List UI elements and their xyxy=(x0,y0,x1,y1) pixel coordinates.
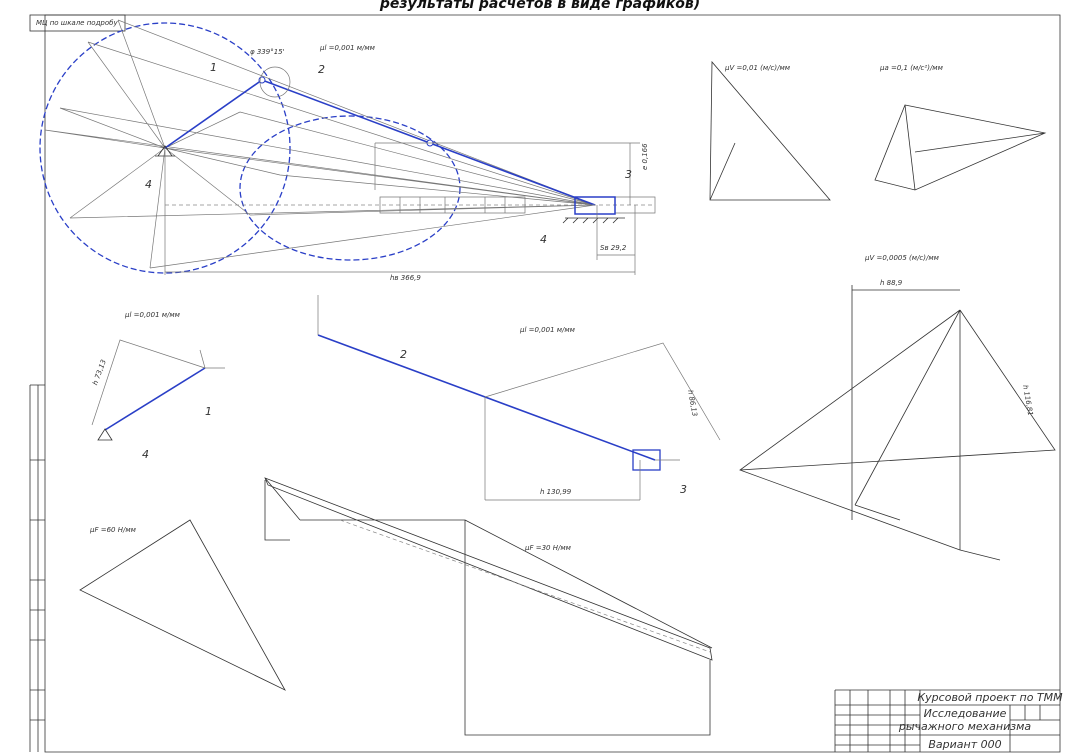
link-label: 1 xyxy=(205,405,212,418)
scale-label: μa =0,1 (м/с²)/мм xyxy=(879,64,944,72)
travel-label: Sв 29,2 xyxy=(600,244,627,252)
arm-label: h 88,9 xyxy=(880,279,903,287)
work-title: Исследование xyxy=(924,707,1007,720)
scale-label: μV =0,0005 (м/с)/мм xyxy=(864,254,940,262)
scale-label: μV =0,01 (м/с)/мм xyxy=(724,64,791,72)
angle-label: φ 339°15' xyxy=(250,48,285,56)
link-label: 2 xyxy=(400,348,407,361)
stamp-text: МЦ по шкале подробу xyxy=(36,19,118,27)
link-label: 4 xyxy=(142,448,149,461)
project-title: Курсовой проект по ТММ xyxy=(917,691,1063,704)
scale-label: μl =0,001 м/мм xyxy=(319,44,376,52)
scale-label: μl =0,001 м/мм xyxy=(519,326,576,334)
scale-label: μF =30 Н/мм xyxy=(524,544,572,552)
sheet-caption: результаты расчетов в виде графиков) xyxy=(379,0,700,12)
work-title: рычажного механизма xyxy=(898,720,1032,733)
link-label: 2 xyxy=(318,63,325,76)
link-label: 3 xyxy=(680,483,687,496)
link-label: 4 xyxy=(540,233,547,246)
link-label: 4 xyxy=(145,178,152,191)
link-label: 1 xyxy=(210,61,217,74)
scale-label: μF =60 Н/мм xyxy=(89,526,137,534)
scale-label: μl =0,001 м/мм xyxy=(124,311,181,319)
offset-label: e 0,166 xyxy=(641,143,649,170)
drawing-sheet: результаты расчетов в виде графиков) МЦ … xyxy=(0,0,1065,755)
arm-label: h 130,99 xyxy=(540,488,572,496)
background xyxy=(0,0,1065,755)
variant: Вариант 000 xyxy=(928,738,1001,751)
link-label: 3 xyxy=(625,168,632,181)
stroke-label: hв 366,9 xyxy=(390,274,421,282)
